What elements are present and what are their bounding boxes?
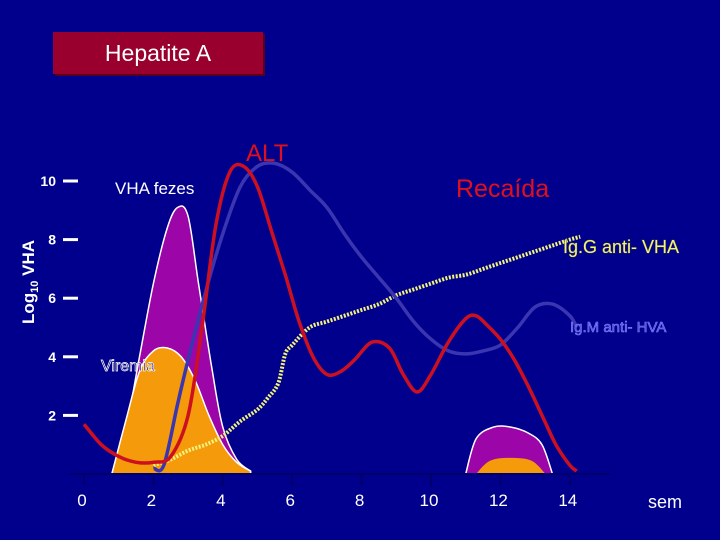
annotation-viremia: Viremia (101, 358, 155, 375)
x-tick-label: 2 (147, 491, 156, 510)
annotation-igm: Ig.M anti- HVA (570, 319, 666, 336)
series-lines (82, 161, 581, 473)
recaida-viremia-area (476, 457, 546, 474)
x-axis-unit: sem (648, 492, 682, 512)
y-axis-label-prefix: Log (19, 293, 38, 324)
y-axis-label: Log10 VHA (19, 240, 41, 324)
y-axis-label-sub: 10 (29, 281, 41, 293)
annotation-recaida: Recaída (456, 175, 549, 203)
x-tick-label: 12 (489, 491, 508, 510)
x-tick-label: 10 (420, 491, 439, 510)
x-tick-label: 14 (558, 491, 577, 510)
y-tick-label: 6 (48, 290, 56, 306)
y-tick-label: 8 (48, 232, 56, 248)
y-tick-label: 10 (40, 173, 56, 189)
x-ticks: 0 2 4 6 8 10 12 14 (77, 474, 577, 510)
x-tick-label: 4 (216, 491, 225, 510)
y-tick-label: 4 (48, 349, 56, 365)
x-tick-label: 8 (355, 491, 364, 510)
annotation-alt: ALT (246, 140, 289, 167)
series-alt-line (82, 162, 578, 473)
y-ticks: 2 4 6 8 10 (40, 173, 78, 423)
annotation-vha-fezes: VHA fezes (115, 179, 194, 198)
x-tick-label: 6 (285, 491, 294, 510)
y-tick-label: 2 (48, 407, 56, 423)
area-fills (110, 205, 554, 475)
viremia-area (110, 346, 252, 475)
annotation-igg: Ig.G anti- VHA (563, 237, 679, 257)
chart-title: Hepatite A (53, 32, 263, 74)
y-axis-label-suffix: VHA (19, 240, 38, 281)
x-tick-label: 0 (77, 491, 86, 510)
